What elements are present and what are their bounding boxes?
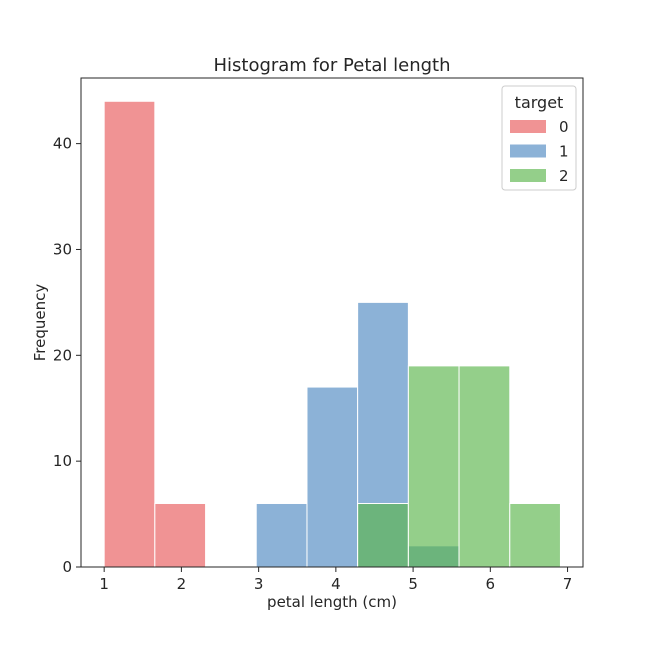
- x-tick-label: 3: [254, 575, 264, 593]
- legend-title: target: [515, 93, 564, 112]
- legend-label-0: 0: [559, 118, 569, 136]
- legend-label-2: 2: [559, 167, 569, 185]
- histogram-bar-series-1: [255, 502, 308, 568]
- y-tick-label: 40: [53, 135, 72, 153]
- histogram-bar-series-0: [103, 100, 156, 568]
- y-tick-label: 0: [62, 558, 72, 576]
- histogram-bar-series-2: [407, 365, 460, 568]
- histogram-bar-series-1: [306, 386, 359, 568]
- bars-layer: [103, 100, 561, 568]
- legend: target 0 1 2: [501, 85, 577, 191]
- ticks-layer: 1 2 3 4 5 6 7 0 10 20 30 40: [53, 135, 572, 593]
- x-tick-label: 5: [408, 575, 418, 593]
- x-tick-label: 7: [563, 575, 573, 593]
- histogram-bar-series-2: [357, 502, 409, 568]
- chart-title: Histogram for Petal length: [213, 55, 450, 76]
- y-tick-label: 30: [53, 240, 72, 258]
- x-axis-label: petal length (cm): [267, 593, 397, 611]
- histogram-bar-series-2: [458, 365, 511, 568]
- legend-items: 0 1 2: [510, 118, 569, 185]
- legend-label-1: 1: [559, 143, 569, 161]
- histogram-bar-series-2: [509, 502, 561, 568]
- y-tick-label: 10: [53, 452, 72, 470]
- x-tick-label: 4: [331, 575, 341, 593]
- legend-swatch-1: [510, 144, 546, 158]
- legend-box: [501, 85, 577, 191]
- legend-swatch-2: [510, 169, 546, 182]
- legend-swatch-0: [510, 120, 546, 133]
- histogram-bar-series-0: [154, 502, 207, 568]
- plot-frame: [80, 77, 584, 568]
- x-tick-label: 2: [177, 575, 187, 593]
- x-tick-label: 1: [99, 575, 109, 593]
- x-tick-label: 6: [486, 575, 496, 593]
- y-axis-label: Frequency: [31, 284, 49, 362]
- y-tick-label: 20: [53, 346, 72, 364]
